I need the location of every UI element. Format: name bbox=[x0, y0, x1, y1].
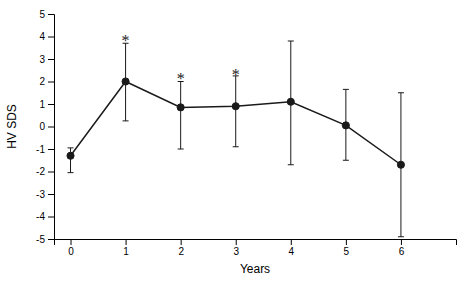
tick-label: 3 bbox=[39, 54, 45, 65]
y-axis: -5 -4 -3 -2 -1 0 1 2 3 4 5 bbox=[36, 9, 54, 245]
tick-mark bbox=[48, 37, 54, 38]
annotation: * bbox=[177, 70, 185, 87]
tick-label: 5 bbox=[344, 246, 350, 257]
tick-mark bbox=[401, 239, 402, 245]
y-axis-tick: -2 bbox=[36, 166, 54, 177]
line bbox=[71, 82, 401, 165]
x-axis-line bbox=[55, 240, 457, 246]
error-bar bbox=[398, 93, 404, 237]
annotations: * * * bbox=[122, 32, 240, 87]
x-axis: 0 1 2 3 4 5 6 bbox=[55, 239, 457, 257]
y-axis-tick: 2 bbox=[39, 76, 54, 87]
y-axis-tick: -1 bbox=[36, 144, 54, 155]
tick-label: -3 bbox=[36, 189, 45, 200]
y-axis-tick: -3 bbox=[36, 189, 54, 200]
tick-label: 5 bbox=[39, 9, 45, 20]
y-axis-tick: 4 bbox=[39, 31, 54, 42]
tick-mark bbox=[48, 194, 54, 195]
tick-label: 1 bbox=[39, 99, 45, 110]
tick-label: 4 bbox=[289, 246, 295, 257]
tick-label: 0 bbox=[39, 121, 45, 132]
tick-mark bbox=[48, 239, 54, 240]
tick-mark bbox=[236, 239, 237, 245]
annotation: * bbox=[232, 66, 240, 83]
y-axis-tick: 0 bbox=[39, 121, 54, 132]
x-axis-tick: 2 bbox=[178, 239, 184, 257]
error-bar bbox=[288, 41, 294, 165]
tick-mark bbox=[48, 14, 54, 15]
x-axis-tick: 3 bbox=[233, 239, 239, 257]
tick-label: -4 bbox=[36, 211, 45, 222]
y-axis-title: HV SDS bbox=[5, 104, 19, 149]
error-bar bbox=[178, 82, 184, 150]
x-axis-title: Years bbox=[240, 262, 270, 276]
marker bbox=[122, 78, 129, 85]
y-axis-tick: 1 bbox=[39, 99, 54, 110]
marker bbox=[397, 161, 404, 168]
tick-mark bbox=[126, 239, 127, 245]
tick-mark bbox=[48, 82, 54, 83]
tick-mark bbox=[71, 239, 72, 245]
tick-label: 0 bbox=[68, 246, 74, 257]
tick-mark bbox=[346, 239, 347, 245]
x-axis-tick: 0 bbox=[68, 239, 74, 257]
marker bbox=[232, 103, 239, 110]
tick-label: 4 bbox=[39, 31, 45, 42]
y-axis-tick: 5 bbox=[39, 9, 54, 20]
x-axis-tick: 1 bbox=[123, 239, 129, 257]
y-axis-line bbox=[48, 15, 55, 240]
tick-mark bbox=[48, 59, 54, 60]
marker bbox=[287, 98, 294, 105]
marker bbox=[67, 152, 74, 159]
tick-label: 1 bbox=[123, 246, 129, 257]
tick-label: 6 bbox=[399, 246, 405, 257]
tick-label: -1 bbox=[36, 144, 45, 155]
x-axis-tick: 5 bbox=[344, 239, 350, 257]
tick-mark bbox=[48, 104, 54, 105]
tick-label: 2 bbox=[39, 76, 45, 87]
y-axis-tick: -5 bbox=[36, 234, 54, 245]
chart-container: 0 1 2 3 4 5 6 -5 -4 -3 -2 -1 0 1 2 3 4 5 Years HV SDS * * * bbox=[0, 0, 474, 281]
x-axis-tick: 4 bbox=[289, 239, 295, 257]
tick-label: -5 bbox=[36, 234, 45, 245]
marker bbox=[177, 104, 184, 111]
y-axis-tick: -4 bbox=[36, 211, 54, 222]
marker bbox=[342, 122, 349, 129]
error-bar bbox=[123, 43, 129, 121]
tick-mark bbox=[48, 127, 54, 128]
tick-mark bbox=[48, 172, 54, 173]
x-axis-tick: 6 bbox=[399, 239, 405, 257]
tick-mark bbox=[291, 239, 292, 245]
error-bar bbox=[68, 148, 74, 173]
tick-mark bbox=[48, 149, 54, 150]
error-bar bbox=[233, 76, 239, 147]
tick-label: 3 bbox=[233, 246, 239, 257]
tick-mark bbox=[48, 217, 54, 218]
chart: 0 1 2 3 4 5 6 -5 -4 -3 -2 -1 0 1 2 3 4 5 Years HV SDS * * * bbox=[0, 0, 474, 281]
tick-mark bbox=[181, 239, 182, 245]
tick-label: -2 bbox=[36, 166, 45, 177]
plot-area bbox=[67, 41, 405, 237]
annotation: * bbox=[122, 32, 130, 49]
y-axis-tick: 3 bbox=[39, 54, 54, 65]
error-bar bbox=[343, 89, 349, 160]
tick-label: 2 bbox=[178, 246, 184, 257]
